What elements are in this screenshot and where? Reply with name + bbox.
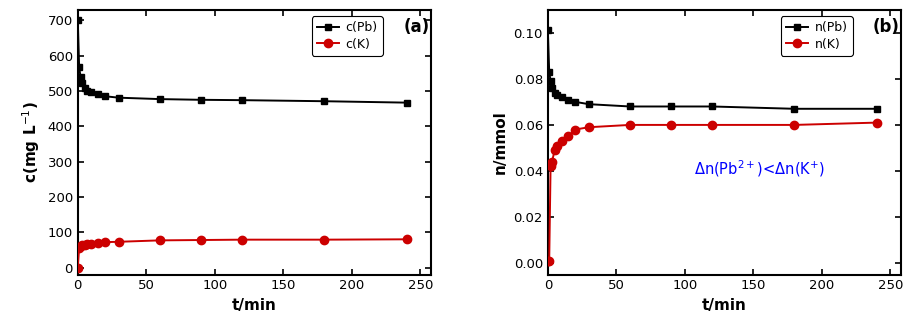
c(Pb) bbox=[100, 94, 111, 98]
c(K) bbox=[75, 244, 86, 248]
c(K) bbox=[401, 237, 412, 241]
n(Pb) bbox=[549, 91, 560, 95]
Text: Δn(Pb$^{2+}$)<Δn(K$^{+}$): Δn(Pb$^{2+}$)<Δn(K$^{+}$) bbox=[694, 158, 825, 179]
n(Pb) bbox=[546, 86, 557, 90]
c(Pb) bbox=[113, 96, 124, 100]
n(Pb) bbox=[706, 105, 717, 109]
c(K) bbox=[79, 243, 90, 247]
n(K) bbox=[546, 160, 557, 164]
Line: n(Pb): n(Pb) bbox=[544, 27, 880, 112]
n(K) bbox=[549, 148, 560, 152]
c(Pb) bbox=[92, 92, 103, 96]
c(K) bbox=[318, 238, 329, 241]
n(K) bbox=[556, 139, 567, 143]
c(Pb) bbox=[72, 19, 83, 22]
n(Pb) bbox=[665, 105, 676, 109]
n(Pb) bbox=[584, 102, 595, 106]
c(K) bbox=[92, 241, 103, 245]
c(Pb) bbox=[155, 97, 166, 101]
Line: c(Pb): c(Pb) bbox=[74, 17, 410, 106]
c(K) bbox=[73, 246, 84, 250]
n(Pb) bbox=[545, 79, 556, 83]
Y-axis label: c(mg L$^{-1}$): c(mg L$^{-1}$) bbox=[20, 101, 42, 183]
c(Pb) bbox=[318, 99, 329, 103]
n(K) bbox=[543, 259, 554, 263]
c(K) bbox=[72, 266, 83, 269]
c(Pb) bbox=[76, 81, 87, 85]
c(K) bbox=[76, 243, 87, 247]
n(Pb) bbox=[570, 100, 581, 104]
c(K) bbox=[81, 242, 92, 246]
n(Pb) bbox=[552, 93, 563, 97]
c(K) bbox=[155, 239, 166, 242]
X-axis label: t/min: t/min bbox=[702, 298, 747, 313]
n(K) bbox=[871, 121, 882, 124]
n(K) bbox=[545, 164, 556, 168]
n(Pb) bbox=[563, 98, 574, 101]
n(K) bbox=[665, 123, 676, 127]
c(Pb) bbox=[75, 75, 86, 79]
Text: (a): (a) bbox=[404, 18, 429, 36]
n(K) bbox=[563, 135, 574, 138]
c(Pb) bbox=[401, 101, 412, 105]
c(Pb) bbox=[196, 98, 207, 102]
Y-axis label: n/mmol: n/mmol bbox=[493, 110, 508, 174]
c(Pb) bbox=[86, 90, 97, 94]
n(Pb) bbox=[543, 29, 554, 32]
X-axis label: t/min: t/min bbox=[232, 298, 277, 313]
c(Pb) bbox=[81, 89, 92, 93]
n(Pb) bbox=[544, 70, 554, 74]
Line: n(K): n(K) bbox=[544, 118, 881, 265]
n(Pb) bbox=[871, 107, 882, 111]
c(K) bbox=[237, 238, 248, 241]
c(Pb) bbox=[79, 86, 90, 90]
n(K) bbox=[584, 125, 595, 129]
n(K) bbox=[570, 128, 581, 132]
Legend: n(Pb), n(K): n(Pb), n(K) bbox=[780, 16, 853, 56]
c(K) bbox=[196, 238, 207, 242]
Text: (b): (b) bbox=[873, 18, 899, 36]
c(K) bbox=[100, 240, 111, 244]
n(K) bbox=[706, 123, 717, 127]
n(K) bbox=[625, 123, 636, 127]
Legend: c(Pb), c(K): c(Pb), c(K) bbox=[312, 16, 382, 56]
Line: c(K): c(K) bbox=[73, 235, 411, 272]
c(Pb) bbox=[237, 98, 248, 102]
n(Pb) bbox=[556, 95, 567, 99]
c(Pb) bbox=[73, 65, 84, 69]
n(K) bbox=[789, 123, 800, 127]
c(K) bbox=[113, 240, 124, 244]
c(K) bbox=[86, 241, 97, 245]
n(K) bbox=[552, 144, 563, 148]
n(K) bbox=[544, 259, 554, 263]
n(Pb) bbox=[789, 107, 800, 111]
n(Pb) bbox=[625, 105, 636, 109]
